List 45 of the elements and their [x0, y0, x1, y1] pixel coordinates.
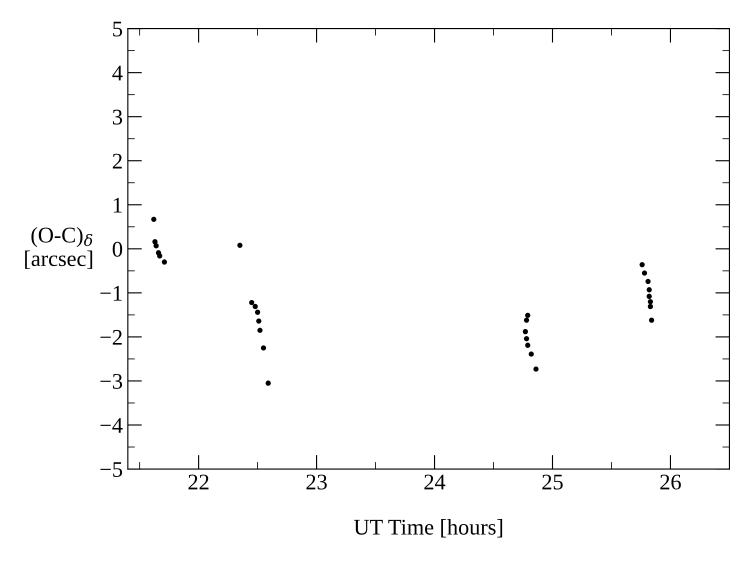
- y-tick-label: −2: [100, 330, 122, 345]
- point: [252, 304, 258, 310]
- point: [646, 287, 652, 292]
- point: [266, 380, 271, 386]
- point: [640, 262, 645, 268]
- point: [528, 351, 534, 357]
- x-tick-label: 26: [660, 474, 681, 490]
- x-tick-label: 23: [306, 474, 327, 490]
- point: [648, 304, 654, 310]
- x-tick-label: 22: [188, 474, 208, 490]
- x-axis-title: UT Time [hours]: [354, 519, 502, 538]
- point: [151, 216, 156, 222]
- point: [524, 336, 530, 342]
- y-tick-label: 1: [114, 198, 122, 212]
- point: [162, 259, 168, 265]
- point: [256, 318, 262, 324]
- y-tick-label: −4: [100, 418, 123, 433]
- point: [255, 310, 260, 315]
- point: [648, 299, 654, 304]
- x-tick-label: 25: [542, 474, 563, 490]
- y-tick-label: 2: [112, 154, 122, 168]
- point: [154, 243, 159, 248]
- point: [260, 345, 266, 351]
- point: [645, 278, 651, 284]
- point: [646, 294, 652, 299]
- y-tick-label: 3: [112, 110, 122, 125]
- point: [257, 328, 263, 333]
- point: [524, 318, 530, 323]
- y-tick-label: 0: [112, 242, 122, 257]
- y-tick-label: −3: [100, 374, 122, 389]
- point: [533, 366, 539, 372]
- point: [157, 253, 162, 258]
- point: [237, 242, 242, 248]
- point: [522, 329, 528, 334]
- point: [648, 318, 654, 323]
- point: [525, 342, 530, 348]
- y-tick-label: 5: [113, 22, 122, 37]
- x-tick-label: 24: [424, 474, 446, 490]
- point: [642, 270, 648, 276]
- point: [525, 312, 530, 318]
- y-tick-label: −5: [100, 462, 122, 477]
- y-tick-label: −1: [100, 286, 122, 301]
- y-axis-title: (O-C)$_{δ}$ [arcsec]: [25, 226, 92, 269]
- y-tick-label: 4: [112, 66, 123, 80]
- point: [249, 300, 254, 306]
